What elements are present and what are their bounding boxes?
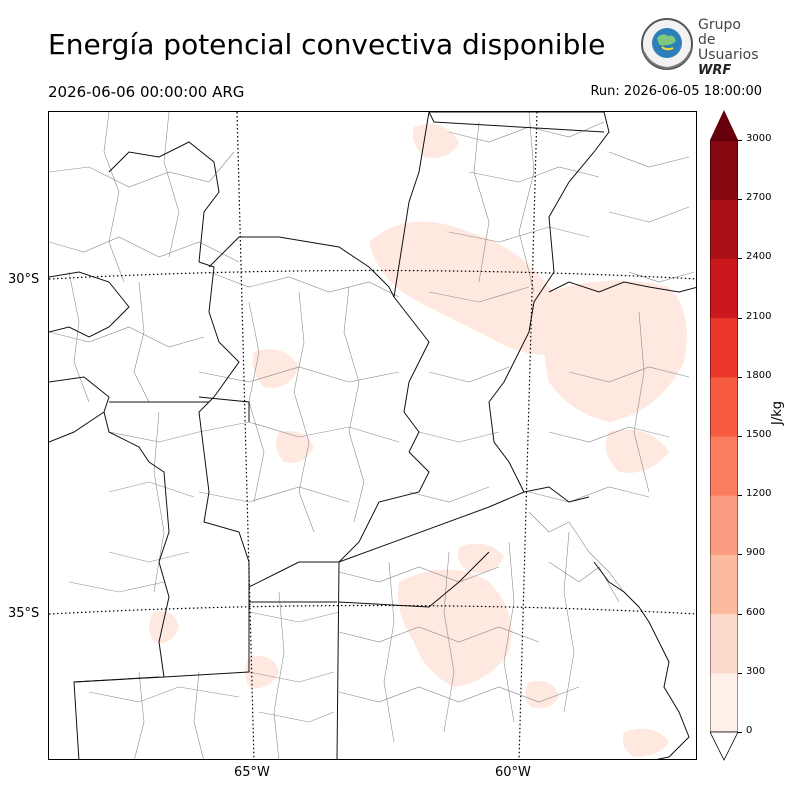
colorbar-tick-label: 1200 [746, 488, 772, 500]
colorbar-band [710, 376, 738, 437]
graticule [49, 112, 696, 759]
lat-label-30s: 30°S [8, 272, 40, 287]
logo-line-3: WRF [698, 63, 732, 78]
globe-seal-icon [641, 18, 693, 70]
lat-label-35s: 35°S [8, 606, 40, 621]
lon-label-60w: 60°W [495, 765, 531, 780]
colorbar-under-triangle [710, 731, 738, 761]
colorbar-band [710, 317, 738, 378]
colorbar-tick-label: 2700 [746, 192, 772, 204]
grupo-usuarios-wrf-logo: Grupo de Usuarios WRF [638, 16, 759, 78]
colorbar-unit-label: J/kg [770, 401, 785, 425]
colorbar-tick-label: 2400 [746, 251, 772, 263]
cape-map [48, 111, 697, 760]
lon-label-65w: 65°W [234, 765, 270, 780]
logo-line-2: Usuarios [698, 47, 759, 63]
colorbar-band [710, 436, 738, 496]
colorbar-tick-mark [738, 199, 742, 201]
colorbar-band [710, 554, 738, 615]
map-title: Energía potencial convectiva disponible [48, 28, 606, 61]
colorbar-tick-mark [738, 140, 742, 141]
colorbar-tick-mark [738, 317, 742, 319]
colorbar-tick-mark [738, 258, 742, 260]
colorbar-tick-label: 900 [746, 547, 766, 559]
colorbar-tick-label: 1800 [746, 369, 772, 381]
province-boundaries [49, 112, 696, 759]
logo-line-1: Grupo de [698, 17, 741, 48]
colorbar-tick-label: 2100 [746, 310, 772, 322]
colorbar-tick-mark [738, 376, 742, 378]
colorbar-tick-label: 1500 [746, 429, 772, 440]
colorbar-band [710, 613, 738, 674]
colorbar-tick-mark [738, 436, 742, 437]
logo-text: Grupo de Usuarios WRF [698, 17, 759, 79]
colorbar-band [710, 258, 738, 319]
colorbar-tick-label: 3000 [746, 133, 772, 144]
colorbar-tick-mark [738, 732, 742, 733]
colorbar-band [710, 495, 738, 555]
colorbar-tick-label: 0 [746, 725, 753, 736]
colorbar-tick-mark [738, 672, 742, 674]
valid-time: 2026-06-06 00:00:00 ARG [48, 83, 245, 101]
colorbar-band [710, 672, 738, 733]
cape-shading [149, 124, 687, 757]
county-boundaries [49, 112, 695, 759]
colorbar-tick-mark [738, 613, 742, 615]
colorbar-tick-mark [738, 554, 742, 556]
colorbar [710, 110, 738, 761]
colorbar-band [710, 199, 738, 259]
colorbar-over-triangle [710, 110, 738, 140]
colorbar-band [710, 140, 738, 200]
coastline [593, 561, 690, 759]
colorbar-tick-label: 600 [746, 606, 766, 618]
colorbar-tick-label: 300 [746, 665, 766, 677]
colorbar-bands [710, 139, 738, 733]
map-canvas [49, 112, 696, 759]
run-time: Run: 2026-06-05 18:00:00 [590, 84, 762, 99]
colorbar-tick-mark [738, 495, 742, 497]
